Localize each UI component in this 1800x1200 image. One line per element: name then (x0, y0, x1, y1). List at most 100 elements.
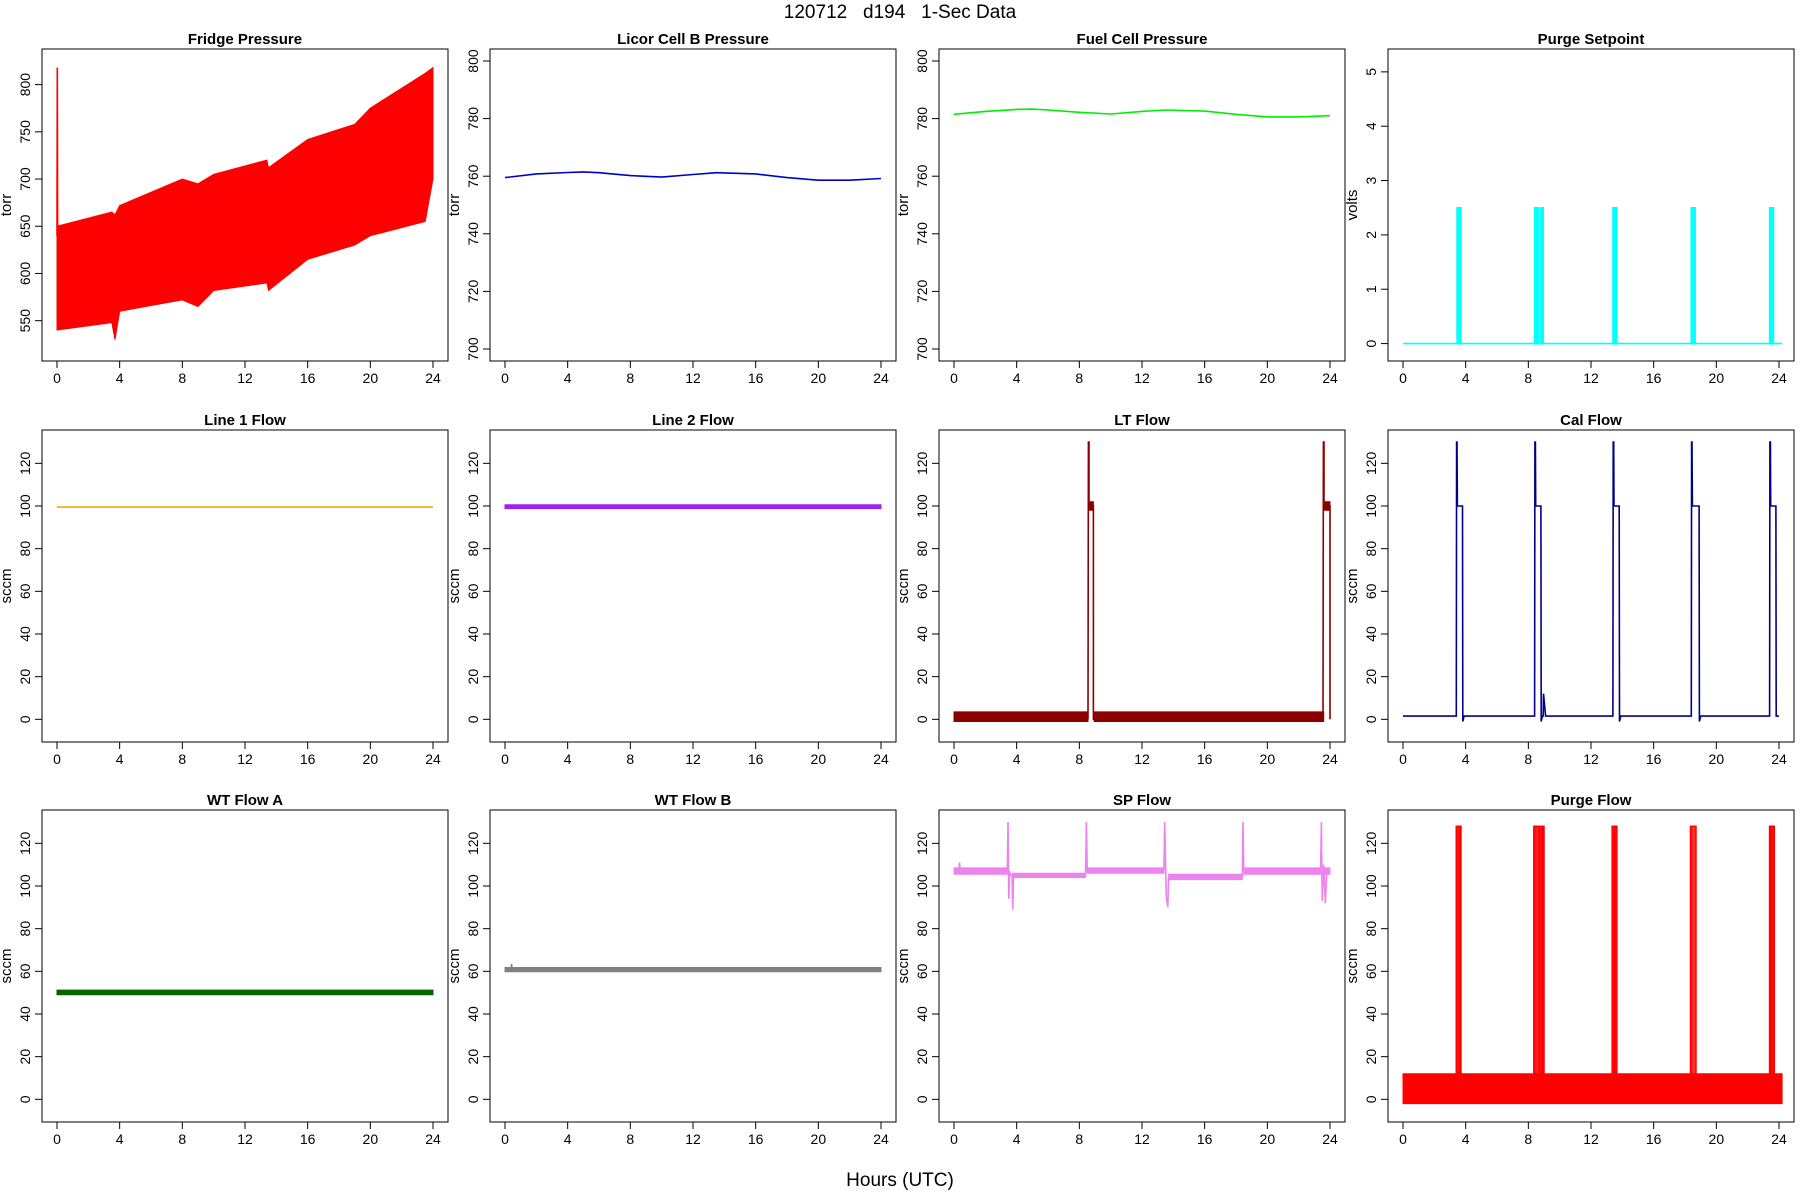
data-line (1084, 821, 1088, 876)
y-tick-label: 20 (465, 669, 481, 685)
y-tick-label: 4 (1363, 122, 1379, 130)
x-tick-label: 4 (116, 751, 124, 767)
x-tick-label: 8 (626, 1131, 634, 1147)
y-tick-label: 100 (1363, 494, 1379, 518)
x-tick-label: 16 (1197, 751, 1213, 767)
data-band (56, 989, 434, 996)
x-tick-label: 8 (1524, 1131, 1532, 1147)
x-tick-label: 16 (748, 370, 764, 386)
x-tick-label: 20 (1709, 751, 1725, 767)
y-axis-label: sccm (1344, 569, 1361, 604)
plot-frame (489, 809, 897, 1123)
y-tick-label: 800 (17, 73, 33, 97)
data-pulse (1533, 825, 1541, 1090)
x-tick-label: 20 (1709, 1131, 1725, 1147)
plot-frame (938, 48, 1346, 362)
series-group (504, 504, 882, 510)
data-line (1319, 821, 1328, 904)
x-tick-label: 24 (873, 1131, 889, 1147)
x-tick-label: 24 (425, 1131, 441, 1147)
x-tick-label: 20 (363, 370, 379, 386)
x-axis-label: Hours (UTC) (846, 1170, 954, 1191)
data-line (1087, 441, 1095, 721)
y-tick-label: 800 (914, 49, 930, 73)
y-tick-label: 550 (17, 309, 33, 333)
y-axis-label: torr (446, 194, 463, 217)
y-tick-label: 60 (465, 583, 481, 599)
y-tick-label: 0 (1363, 715, 1379, 723)
data-line (56, 67, 59, 236)
y-tick-label: 120 (1363, 451, 1379, 475)
x-tick-label: 24 (1771, 751, 1787, 767)
x-tick-label: 8 (1524, 751, 1532, 767)
y-tick-label: 0 (1363, 1095, 1379, 1103)
y-tick-label: 40 (17, 1006, 33, 1022)
x-tick-label: 4 (1462, 751, 1470, 767)
x-tick-label: 12 (685, 370, 701, 386)
x-tick-label: 16 (1197, 1131, 1213, 1147)
series-group (56, 66, 434, 340)
x-tick-label: 20 (811, 751, 827, 767)
panel-cal-flow: Cal Flow 0 4 8 12 16 20 24 0 20 40 60 80 100 120 sccm (1344, 412, 1795, 767)
y-axis-label: sccm (1344, 949, 1361, 984)
y-tick-label: 740 (914, 222, 930, 246)
y-tick-label: 100 (914, 494, 930, 518)
data-band (1011, 872, 1087, 878)
y-tick-label: 1 (1363, 285, 1379, 293)
y-tick-label: 3 (1363, 176, 1379, 184)
panel-wt-flow-b: WT Flow B 0 4 8 12 16 20 24 0 20 40 60 80 100 120 sccm (446, 792, 897, 1147)
x-tick-label: 0 (501, 1131, 509, 1147)
x-tick-label: 20 (1709, 370, 1725, 386)
x-tick-label: 4 (116, 1131, 124, 1147)
y-tick-label: 80 (465, 921, 481, 937)
plot-frame (41, 429, 449, 743)
series-group (953, 108, 1331, 118)
x-tick-label: 24 (425, 751, 441, 767)
panel-title: WT Flow A (207, 792, 283, 809)
y-tick-label: 0 (17, 1095, 33, 1103)
y-axis-label: sccm (895, 949, 912, 984)
y-tick-label: 60 (17, 963, 33, 979)
x-tick-label: 4 (116, 370, 124, 386)
y-axis-label: sccm (446, 569, 463, 604)
x-tick-label: 12 (1134, 751, 1150, 767)
data-band (1093, 711, 1325, 722)
x-tick-label: 0 (53, 751, 61, 767)
panel-wt-flow-a: WT Flow A 0 4 8 12 16 20 24 0 20 40 60 80 100 120 sccm (0, 792, 449, 1147)
x-tick-label: 24 (1771, 370, 1787, 386)
y-tick-label: 120 (17, 451, 33, 475)
data-line (1403, 441, 1779, 722)
data-band (504, 967, 882, 973)
y-tick-label: 60 (17, 583, 33, 599)
y-tick-label: 0 (1363, 339, 1379, 347)
x-tick-label: 4 (1013, 751, 1021, 767)
series-group (1402, 825, 1783, 1105)
data-band (56, 66, 434, 340)
x-tick-label: 16 (300, 370, 316, 386)
panel-lt-flow: LT Flow 0 4 8 12 16 20 24 0 20 40 60 80 100 120 sccm (895, 412, 1346, 767)
panel-licor-cell-b-pressure: Licor Cell B Pressure 0 4 8 12 16 20 24 700 720 74… (446, 31, 897, 386)
x-tick-label: 8 (626, 751, 634, 767)
y-axis-label: sccm (895, 569, 912, 604)
x-tick-label: 20 (1260, 751, 1276, 767)
plot-frame (1387, 429, 1795, 743)
panel-purge-flow: Purge Flow 0 4 8 12 16 20 24 0 20 40 60 80 100 120 sccm (1344, 792, 1795, 1147)
y-tick-label: 20 (17, 669, 33, 685)
x-tick-label: 20 (811, 1131, 827, 1147)
y-tick-label: 60 (914, 963, 930, 979)
plot-frame (489, 429, 897, 743)
y-tick-label: 20 (465, 1049, 481, 1065)
y-tick-label: 40 (465, 626, 481, 642)
x-tick-label: 24 (1322, 370, 1338, 386)
y-tick-label: 100 (17, 494, 33, 518)
x-tick-label: 8 (1524, 370, 1532, 386)
y-tick-label: 20 (17, 1049, 33, 1065)
x-tick-label: 0 (53, 370, 61, 386)
x-tick-label: 16 (1646, 370, 1662, 386)
y-tick-label: 80 (1363, 921, 1379, 937)
x-tick-label: 16 (748, 1131, 764, 1147)
x-tick-label: 0 (1399, 1131, 1407, 1147)
panel-title: Cal Flow (1560, 412, 1622, 429)
x-tick-label: 16 (1197, 370, 1213, 386)
